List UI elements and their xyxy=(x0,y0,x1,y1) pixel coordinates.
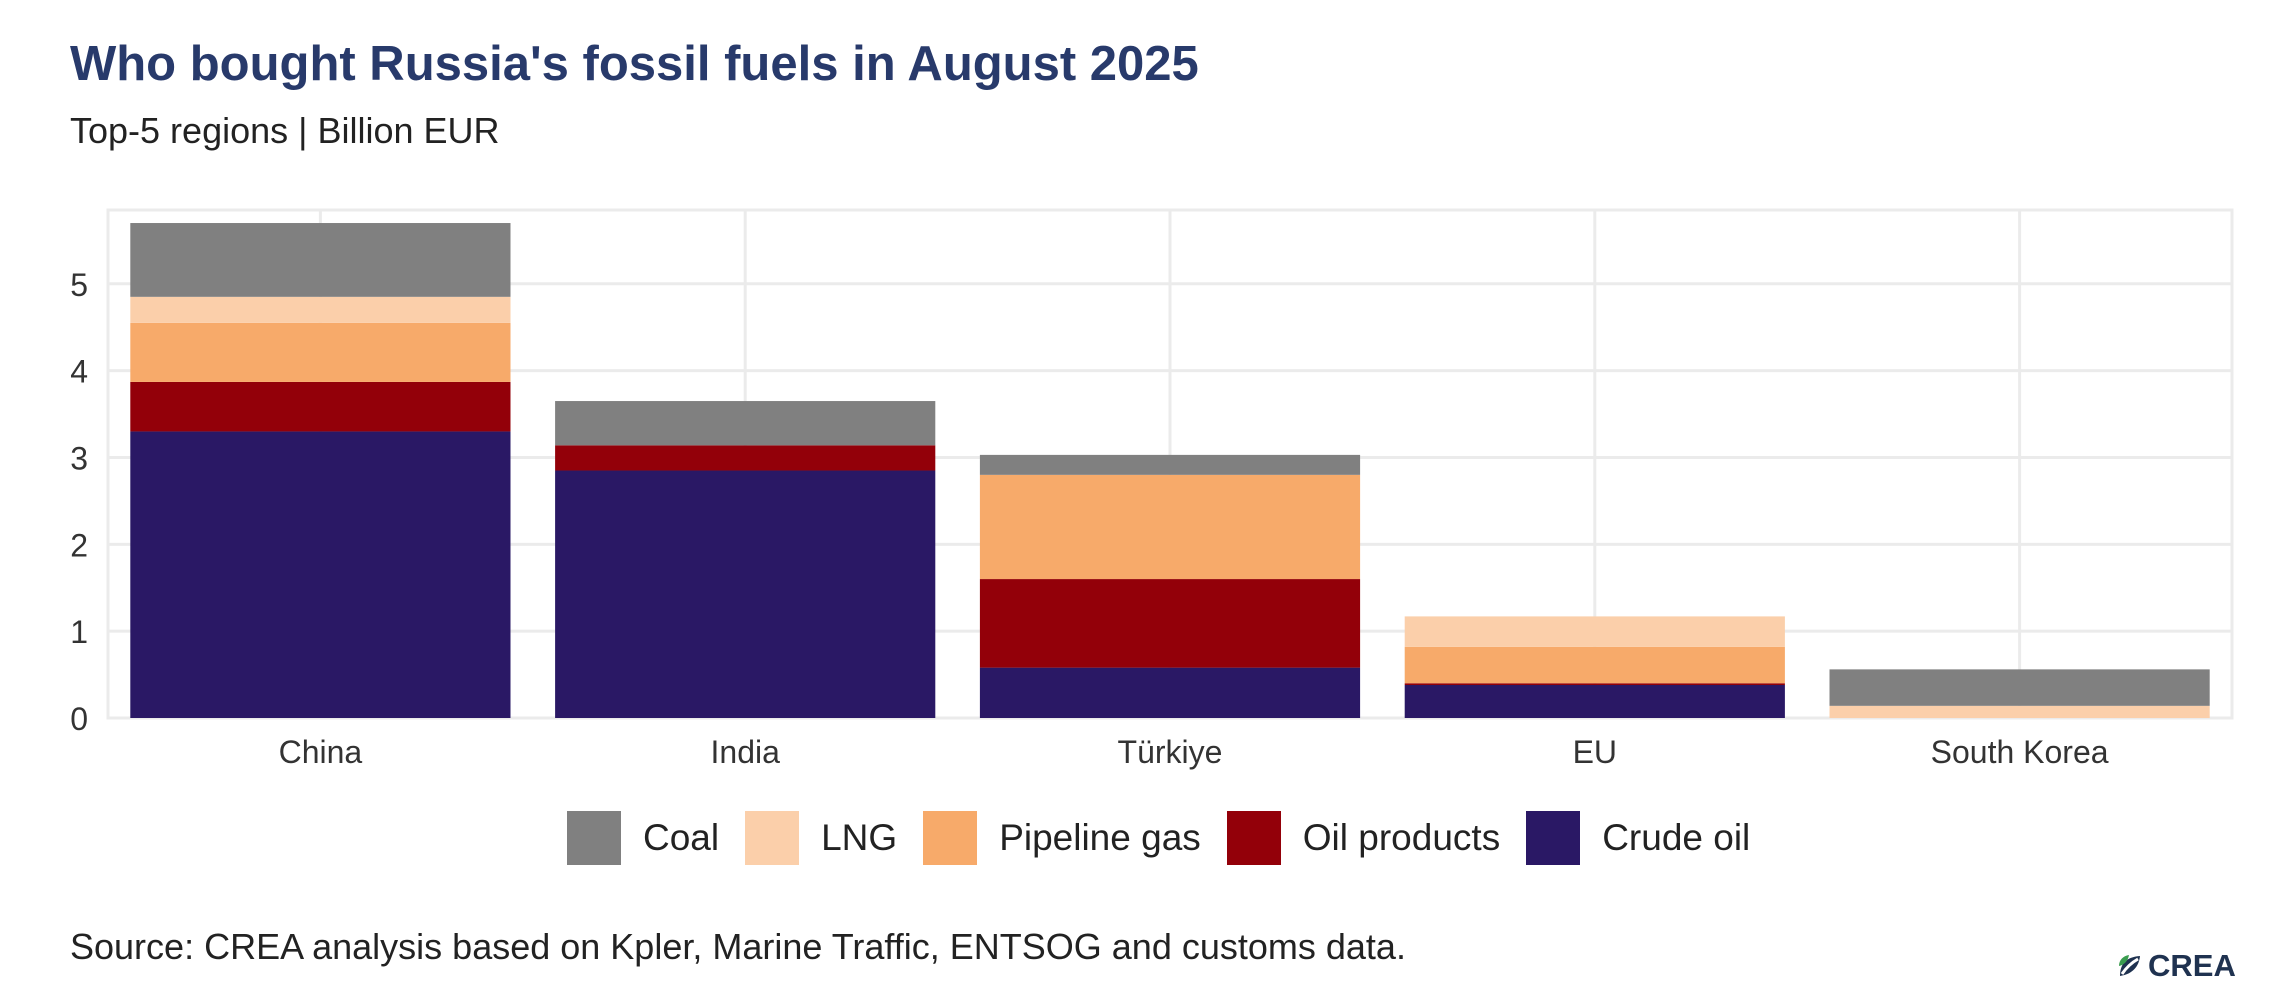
y-tick-label: 4 xyxy=(70,354,88,390)
legend-swatch-crude-oil xyxy=(1526,811,1581,865)
legend-swatch-lng xyxy=(745,811,800,865)
legend-label-coal: Coal xyxy=(643,817,720,858)
x-tick-label: EU xyxy=(1573,734,1617,770)
x-tick-label: Türkiye xyxy=(1118,734,1223,770)
bar-segment-coal xyxy=(555,401,936,446)
x-tick-label: South Korea xyxy=(1931,734,2109,770)
chart-legend: Coal LNG Pipeline gas Oil products Crude… xyxy=(567,808,1776,868)
crea-logo: CREA xyxy=(2116,948,2236,984)
bar-segment-oil-products xyxy=(979,579,1361,668)
legend-swatch-pipeline-gas xyxy=(923,811,978,865)
legend-item-lng: LNG xyxy=(745,811,897,865)
legend-label-pipeline-gas: Pipeline gas xyxy=(999,817,1201,858)
bar-segment-crude-oil xyxy=(130,431,511,718)
chart-title: Who bought Russia's fossil fuels in Augu… xyxy=(70,37,1199,91)
bar-segment-oil-products xyxy=(555,445,936,471)
x-tick-label: India xyxy=(711,734,781,770)
legend-label-oil-products: Oil products xyxy=(1302,817,1501,858)
bar-segment-lng xyxy=(1404,616,1785,647)
stacked-bar-chart: 0 1 2 3 4 5 China India Türkiye EU South Korea xyxy=(70,208,2234,770)
bar-segment-lng xyxy=(1829,705,2210,718)
bar-segment-oil-products xyxy=(1404,683,1785,686)
bar-segment-crude-oil xyxy=(979,667,1361,718)
y-tick-label: 3 xyxy=(70,440,88,476)
bar-segment-lng xyxy=(130,296,511,323)
y-tick-label: 1 xyxy=(70,614,88,650)
legend-item-pipeline-gas: Pipeline gas xyxy=(923,811,1201,865)
bar-segment-coal xyxy=(1829,669,2210,706)
source-note: Source: CREA analysis based on Kpler, Ma… xyxy=(70,926,1406,967)
y-tick-label: 0 xyxy=(70,701,88,737)
bar-segment-oil-products xyxy=(130,381,511,432)
y-tick-label: 2 xyxy=(70,527,88,563)
legend-label-crude-oil: Crude oil xyxy=(1602,817,1751,858)
crea-logo-mark-icon xyxy=(2119,955,2140,976)
legend-item-crude-oil: Crude oil xyxy=(1526,811,1750,865)
legend-item-oil-products: Oil products xyxy=(1226,811,1501,865)
bar-segment-coal xyxy=(979,454,1361,475)
bar-segment-coal xyxy=(130,223,511,297)
legend-swatch-oil-products xyxy=(1226,811,1281,865)
legend-label-lng: LNG xyxy=(821,817,898,858)
bar-segment-pipeline-gas xyxy=(1404,646,1785,684)
chart-subtitle: Top-5 regions | Billion EUR xyxy=(70,110,500,151)
crea-logo-text: CREA xyxy=(2148,948,2236,983)
bar-segment-pipeline-gas xyxy=(130,322,511,382)
bar-segment-pipeline-gas xyxy=(979,474,1361,580)
legend-item-coal: Coal xyxy=(567,811,719,865)
bar-segment-crude-oil xyxy=(555,470,936,718)
x-tick-label: China xyxy=(279,734,363,770)
y-tick-label: 5 xyxy=(70,267,88,303)
legend-swatch-coal xyxy=(567,811,621,865)
bar-segment-crude-oil xyxy=(1404,685,1785,718)
